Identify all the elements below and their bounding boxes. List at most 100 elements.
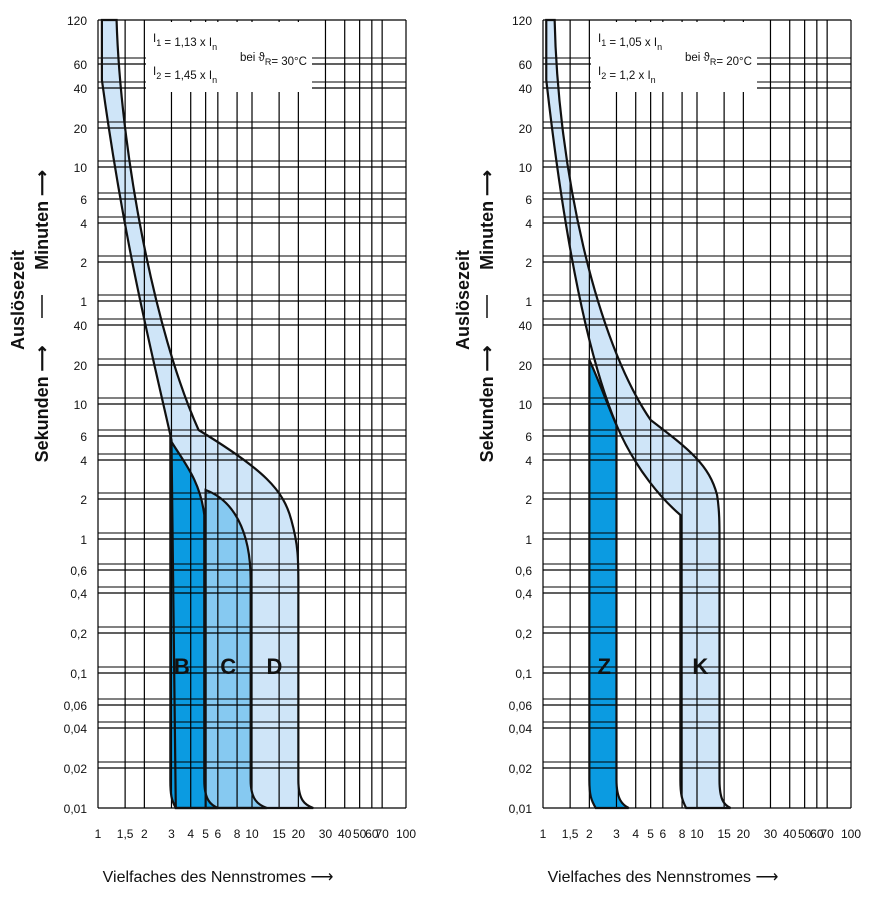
series-label-Z: Z [598, 654, 611, 679]
x-tick-3: 3 [613, 827, 620, 841]
y-tick-min-2: 2 [80, 256, 87, 270]
x-tick-50: 50 [798, 827, 812, 841]
y-label-ausloesezeit: Auslösezeit [453, 250, 473, 350]
y-label-sekunden: Sekunden ⟶ [32, 345, 52, 462]
y-label-ausloesezeit: Auslösezeit [8, 250, 28, 350]
x-tick-10: 10 [245, 827, 259, 841]
y-tick-min-4: 4 [80, 217, 87, 231]
y-tick-min-1: 1 [80, 295, 87, 309]
x-tick-15: 15 [272, 827, 286, 841]
x-tick-4: 4 [187, 827, 194, 841]
y-tick-min-2: 2 [525, 256, 532, 270]
annotation-i2: I2 = 1,45 x In [153, 66, 217, 85]
band-z-outline [588, 359, 630, 810]
y-tick-sec-2: 2 [525, 493, 532, 507]
y-tick-sec-0,02: 0,02 [509, 762, 533, 776]
y-tick-sec-0,4: 0,4 [70, 587, 87, 601]
x-tick-60: 60 [810, 827, 824, 841]
chart-2: I1 = 1,05 x In I2 = 1,2 x In bei ϑR= 20°C Z… [453, 14, 861, 886]
x-tick-6: 6 [659, 827, 666, 841]
x-tick-5: 5 [202, 827, 209, 841]
y-tick-sec-2: 2 [80, 493, 87, 507]
y-tick-min-6: 6 [525, 193, 532, 207]
x-tick-60: 60 [365, 827, 379, 841]
y-tick-min-40: 40 [519, 82, 533, 96]
x-tick-1: 1 [540, 827, 547, 841]
annotation-condition: bei ϑR= 30°C [240, 52, 307, 68]
x-tick-6: 6 [214, 827, 221, 841]
x-tick-4: 4 [632, 827, 639, 841]
y-tick-sec-6: 6 [80, 430, 87, 444]
x-tick-70: 70 [375, 827, 389, 841]
x-tick-10: 10 [690, 827, 704, 841]
y-tick-sec-0,04: 0,04 [509, 722, 533, 736]
y-tick-min-4: 4 [525, 217, 532, 231]
band-c-outline [204, 488, 268, 810]
annotation-i2: I2 = 1,2 x In [598, 66, 656, 85]
y-tick-sec-0,06: 0,06 [509, 699, 533, 713]
x-tick-30: 30 [319, 827, 333, 841]
y-label-minuten: Minuten ⟶ [32, 170, 52, 270]
x-tick-15: 15 [717, 827, 731, 841]
y-tick-sec-0,02: 0,02 [64, 762, 88, 776]
y-tick-sec-0,1: 0,1 [515, 667, 532, 681]
band-b [170, 440, 218, 808]
y-tick-sec-10: 10 [519, 398, 533, 412]
annotation-box [591, 22, 757, 92]
y-tick-sec-1: 1 [80, 533, 87, 547]
x-tick-50: 50 [353, 827, 367, 841]
x-tick-30: 30 [764, 827, 778, 841]
x-tick-2: 2 [586, 827, 593, 841]
x-tick-100: 100 [396, 827, 416, 841]
y-tick-sec-1: 1 [525, 533, 532, 547]
x-tick-70: 70 [820, 827, 834, 841]
x-axis-label: Vielfaches des Nennstromes ⟶ [103, 869, 334, 886]
y-tick-sec-20: 20 [74, 359, 88, 373]
y-tick-min-40: 40 [74, 82, 88, 96]
y-tick-sec-20: 20 [519, 359, 533, 373]
y-tick-sec-4: 4 [525, 454, 532, 468]
x-tick-40: 40 [783, 827, 797, 841]
x-tick-8: 8 [679, 827, 686, 841]
x-axis-label: Vielfaches des Nennstromes ⟶ [548, 869, 779, 886]
y-tick-min-1: 1 [525, 295, 532, 309]
y-tick-min-6: 6 [80, 193, 87, 207]
y-tick-min-120: 120 [512, 14, 532, 28]
x-tick-5: 5 [647, 827, 654, 841]
x-tick-40: 40 [338, 827, 352, 841]
y-tick-sec-0,6: 0,6 [515, 564, 532, 578]
annotation-condition: bei ϑR= 20°C [685, 52, 752, 68]
y-label-sekunden: Sekunden ⟶ [477, 345, 497, 462]
y-label-minuten: Minuten ⟶ [477, 170, 497, 270]
y-tick-min-20: 20 [74, 122, 88, 136]
x-tick-1: 1 [95, 827, 102, 841]
y-tick-sec-0,01: 0,01 [64, 802, 88, 816]
y-tick-sec-10: 10 [74, 398, 88, 412]
band-d [101, 20, 314, 808]
x-tick-20: 20 [737, 827, 751, 841]
y-tick-sec-0,2: 0,2 [515, 627, 532, 641]
x-tick-8: 8 [234, 827, 241, 841]
x-tick-100: 100 [841, 827, 861, 841]
series-label-D: D [267, 654, 283, 679]
y-tick-min-20: 20 [519, 122, 533, 136]
x-tick-1,5: 1,5 [117, 827, 134, 841]
band-k-outline [545, 18, 731, 810]
y-tick-sec-0,01: 0,01 [509, 802, 533, 816]
y-tick-min-120: 120 [67, 14, 87, 28]
band-b-outline [169, 436, 219, 810]
series-label-B: B [174, 654, 190, 679]
annotation-i1: I1 = 1,05 x In [598, 33, 662, 52]
band-k [546, 20, 731, 808]
y-tick-sec-4: 4 [80, 454, 87, 468]
y-tick-sec-0,2: 0,2 [70, 627, 87, 641]
y-tick-sec-6: 6 [525, 430, 532, 444]
series-label-C: C [220, 654, 236, 679]
annotation-box [146, 22, 312, 92]
x-tick-3: 3 [168, 827, 175, 841]
y-tick-sec-0,4: 0,4 [515, 587, 532, 601]
y-tick-min-10: 10 [74, 161, 88, 175]
y-tick-sec-0,1: 0,1 [70, 667, 87, 681]
y-tick-min-10: 10 [519, 161, 533, 175]
